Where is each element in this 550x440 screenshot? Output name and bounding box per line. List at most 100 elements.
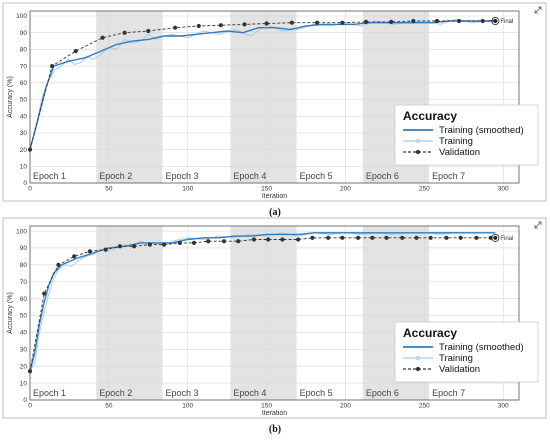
validation-point [428, 235, 433, 240]
y-tick-label: 40 [20, 113, 28, 120]
validation-point [370, 235, 375, 240]
y-tick-label: 20 [20, 147, 28, 154]
epoch-label: Epoch 1 [33, 388, 66, 398]
expand-icon-path [534, 221, 542, 229]
y-tick-label: 30 [20, 130, 28, 137]
validation-point [122, 30, 127, 35]
y-tick-label: 60 [20, 80, 28, 87]
expand-icon-corner [534, 10, 538, 14]
x-tick-label: 100 [182, 403, 193, 410]
validation-point [132, 244, 137, 249]
plot-area [29, 10, 520, 184]
legend-marker [415, 366, 421, 372]
validation-point [296, 237, 301, 242]
legend-entry: Validation [439, 364, 480, 375]
legend-box [394, 104, 539, 166]
epoch-label: Epoch 7 [432, 388, 465, 398]
legend-marker [415, 149, 421, 155]
validation-point [314, 20, 320, 25]
figure-caption: (b) [269, 424, 281, 435]
y-tick-label: 50 [20, 97, 28, 104]
legend-entry: Training [439, 353, 473, 364]
legend-marker [415, 138, 421, 144]
final-marker [491, 17, 500, 26]
validation-point [56, 262, 61, 267]
validation-point [100, 35, 105, 40]
expand-icon-path [534, 6, 542, 14]
epoch-label: Epoch 2 [99, 171, 132, 181]
x-axis-label: Iteration [262, 193, 287, 200]
y-tick-label: 80 [20, 47, 28, 54]
series-line-training-smoothed [29, 232, 496, 372]
validation-point [363, 19, 369, 24]
validation-point [458, 235, 463, 240]
validation-point [49, 64, 55, 69]
x-tick-label: 250 [419, 403, 430, 410]
legend-entry: Training [439, 136, 473, 147]
x-tick-label: 50 [105, 403, 113, 410]
legend-entry: Training (smoothed) [439, 125, 524, 136]
y-tick-label: 100 [16, 228, 27, 235]
validation-point [161, 242, 167, 247]
validation-point [146, 28, 151, 34]
legend-title: Accuracy [403, 326, 457, 340]
validation-point [444, 235, 449, 240]
validation-point [474, 235, 479, 240]
epoch-label: Epoch 7 [432, 171, 465, 181]
expand-icon [534, 221, 542, 229]
validation-point [27, 369, 33, 374]
validation-point [456, 18, 462, 24]
x-axis-label: Iteration [262, 410, 287, 417]
validation-point [266, 237, 271, 242]
validation-point [340, 20, 345, 25]
y-tick-label: 50 [20, 313, 28, 320]
y-tick-label: 70 [20, 279, 28, 286]
validation-point [242, 22, 247, 27]
legend-entry: Training (smoothed) [439, 342, 524, 353]
validation-point [72, 254, 77, 259]
epoch-label: Epoch 6 [366, 171, 399, 181]
y-tick-label: 60 [20, 296, 28, 303]
validation-point [103, 247, 108, 252]
x-tick-label: 0 [28, 403, 32, 410]
series-line-validation [29, 20, 496, 150]
validation-point [206, 239, 211, 244]
legend: Accuracy Training (smoothed)TrainingValid… [394, 321, 539, 383]
x-tick-label: 200 [340, 186, 351, 193]
y-axis-label: Accuracy (%) [7, 76, 14, 118]
x-tick-label: 50 [105, 186, 113, 193]
expand-icon [534, 6, 542, 14]
legend-marker [415, 355, 421, 361]
y-tick-label: 90 [20, 30, 28, 37]
epoch-label: Epoch 2 [99, 388, 132, 398]
validation-point [87, 249, 93, 254]
validation-point [196, 23, 201, 29]
epoch-band [96, 226, 163, 400]
validation-point [264, 21, 269, 26]
validation-point [177, 240, 182, 245]
validation-point [326, 235, 331, 240]
x-tick-label: 200 [340, 403, 351, 410]
figure-caption: (a) [269, 207, 281, 218]
validation-point [42, 291, 47, 296]
validation-point [310, 235, 315, 240]
epoch-band [230, 11, 297, 183]
validation-point [356, 235, 361, 240]
legend-entry: Validation [439, 147, 480, 158]
x-tick-label: 300 [498, 186, 509, 193]
y-tick-label: 100 [16, 13, 27, 20]
validation-point [218, 23, 223, 28]
validation-point [173, 25, 178, 30]
epoch-band [230, 226, 297, 400]
epoch-label: Epoch 3 [166, 388, 199, 398]
final-label: Final [500, 19, 513, 25]
validation-point [340, 235, 345, 240]
epoch-label: Epoch 4 [233, 388, 266, 398]
plot-area [29, 225, 520, 401]
validation-point [280, 237, 285, 242]
validation-point [400, 235, 405, 240]
epoch-label: Epoch 6 [366, 388, 399, 398]
validation-point [384, 235, 389, 240]
series-line-validation [29, 237, 496, 372]
